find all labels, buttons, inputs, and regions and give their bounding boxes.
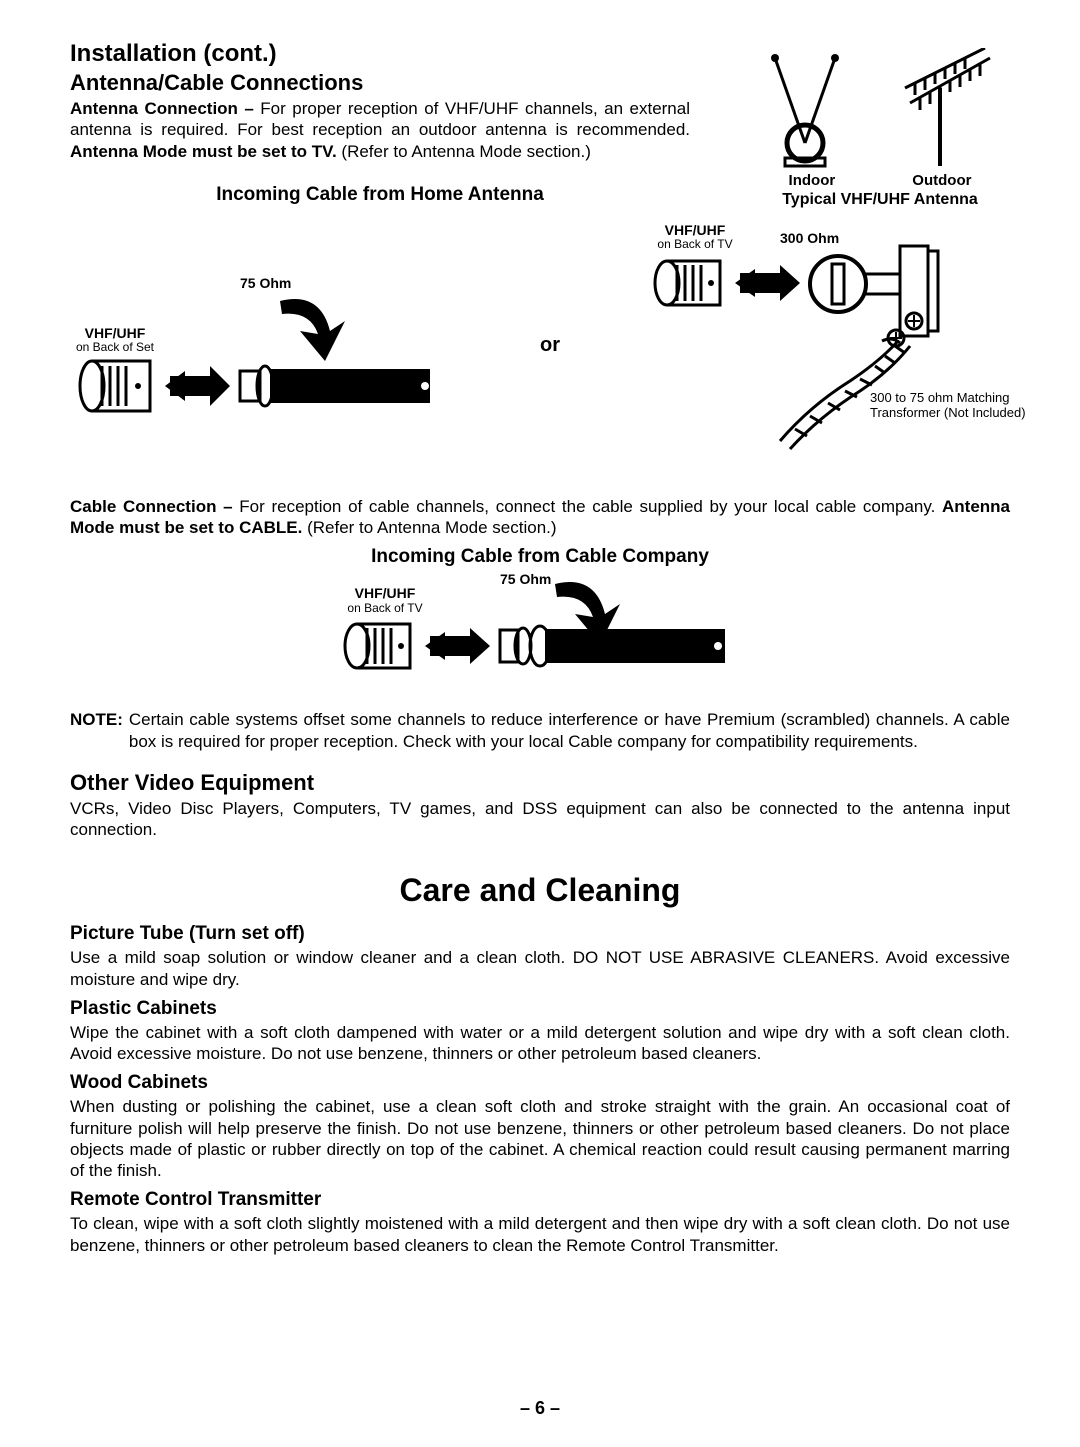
- label-backtv-1: on Back of TV: [650, 238, 740, 251]
- heading-plastic: Plastic Cabinets: [70, 998, 1010, 1020]
- label-backtv-2: on Back of TV: [340, 602, 430, 615]
- heading-incoming-cable: Incoming Cable from Cable Company: [70, 546, 1010, 568]
- typical-antenna-caption: Typical VHF/UHF Antenna: [750, 191, 1010, 209]
- note-body: Certain cable systems offset some channe…: [129, 709, 1010, 752]
- label-vhfuhf-3: VHF/UHF: [340, 586, 430, 601]
- cable-conn-label: Cable Connection –: [70, 497, 239, 516]
- antenna-mode-tv: Antenna Mode must be set to TV.: [70, 142, 337, 161]
- antenna-conn-label: Antenna Connection –: [70, 99, 260, 118]
- heading-care-cleaning: Care and Cleaning: [70, 872, 1010, 909]
- wood-body: When dusting or polishing the cabinet, u…: [70, 1096, 1010, 1181]
- cable-company-diagram: 75 Ohm VHF/UHF on Back of TV: [70, 574, 1010, 689]
- page-number: – 6 –: [0, 1398, 1080, 1419]
- cable-connection-paragraph: Cable Connection – For reception of cabl…: [70, 496, 1010, 539]
- remote-body: To clean, wipe with a soft cloth slightl…: [70, 1213, 1010, 1256]
- label-backset: on Back of Set: [70, 341, 160, 354]
- label-vhfuhf-1: VHF/UHF: [70, 326, 160, 341]
- antenna-mode-ref: (Refer to Antenna Mode section.): [337, 142, 591, 161]
- diagram-75ohm: 75 Ohm VHF/UHF on Back of Set: [70, 266, 450, 426]
- indoor-label: Indoor: [789, 172, 836, 189]
- transformer-note: 300 to 75 ohm Matching Transformer (Not …: [870, 391, 1030, 421]
- label-300ohm: 300 Ohm: [780, 231, 839, 246]
- note-label: NOTE:: [70, 709, 123, 752]
- heading-wood: Wood Cabinets: [70, 1072, 1010, 1094]
- label-75ohm-2: 75 Ohm: [500, 572, 551, 587]
- heading-incoming-antenna: Incoming Cable from Home Antenna: [70, 184, 690, 206]
- plastic-body: Wipe the cabinet with a soft cloth dampe…: [70, 1022, 1010, 1065]
- picture-tube-body: Use a mild soap solution or window clean…: [70, 947, 1010, 990]
- transformer-300ohm-icon: [650, 231, 1010, 461]
- antenna-diagram-area: 75 Ohm VHF/UHF on Back of Set: [70, 226, 1010, 466]
- heading-remote: Remote Control Transmitter: [70, 1189, 1010, 1211]
- heading-other-video: Other Video Equipment: [70, 770, 1010, 796]
- or-label: or: [540, 334, 560, 357]
- cable-conn-body: For reception of cable channels, connect…: [239, 497, 942, 516]
- label-vhfuhf-2: VHF/UHF: [650, 223, 740, 238]
- outdoor-label: Outdoor: [912, 172, 971, 189]
- label-75ohm: 75 Ohm: [240, 276, 291, 291]
- typical-antenna-figure: Indoor Outdoor Typical VHF/UHF Antenna: [750, 38, 1010, 209]
- note-paragraph: NOTE: Certain cable systems offset some …: [70, 709, 1010, 752]
- other-video-body: VCRs, Video Disc Players, Computers, TV …: [70, 798, 1010, 841]
- diagram-300ohm: VHF/UHF on Back of TV 300 Ohm 300 to 75 …: [650, 231, 1010, 461]
- outdoor-antenna-icon: [870, 48, 1000, 168]
- indoor-antenna-icon: [760, 48, 850, 168]
- heading-picture-tube: Picture Tube (Turn set off): [70, 923, 1010, 945]
- antenna-connection-paragraph: Antenna Connection – For proper receptio…: [70, 98, 690, 162]
- antenna-mode-ref-2: (Refer to Antenna Mode section.): [302, 518, 556, 537]
- document-page: Indoor Outdoor Typical VHF/UHF Antenna I…: [0, 0, 1080, 1447]
